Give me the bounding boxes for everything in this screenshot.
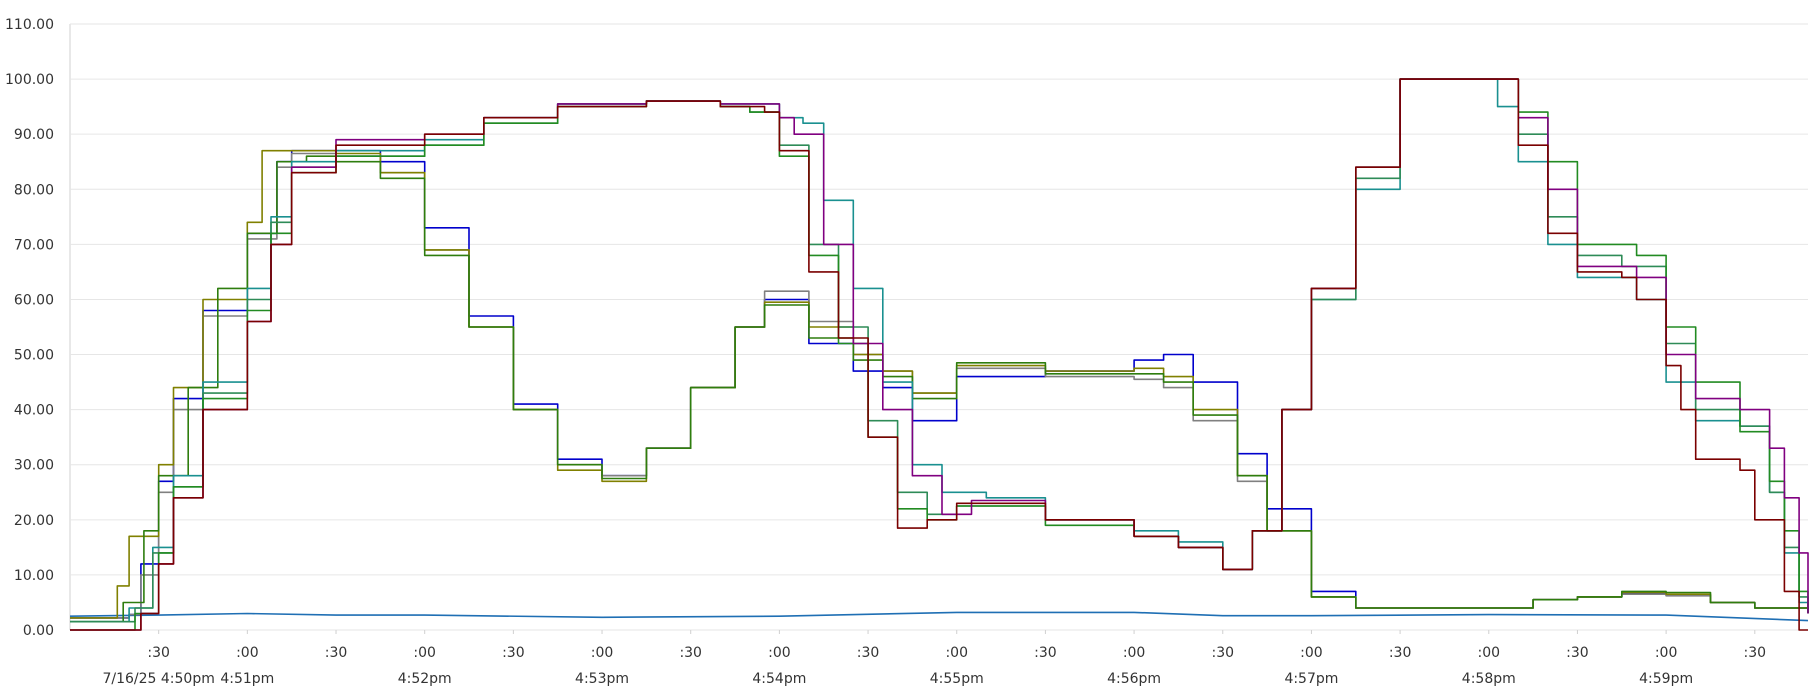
x-tick-label: :00: [768, 645, 791, 661]
x-tick-sublabel: 4:51pm: [220, 671, 274, 687]
y-tick-label: 80.00: [14, 182, 54, 198]
x-tick-label: :00: [236, 645, 259, 661]
x-tick-label: :00: [1655, 645, 1678, 661]
x-tick-label: :30: [1744, 645, 1767, 661]
series-lines: [69, 78, 1809, 631]
x-tick-label: :00: [413, 645, 436, 661]
y-tick-label: 40.00: [14, 403, 54, 419]
x-tick-sublabel: 4:54pm: [752, 671, 806, 687]
series-line-1: [69, 611, 1809, 622]
x-axis-tick-labels: :30 7/16/25 4:50pm :00 4:51pm :30 :00 4:52pm :3…: [102, 630, 1766, 687]
y-axis-tick-labels: 0.00 10.00 20.00 30.00 40.00 50.00 60.00 70.00 8…: [5, 17, 54, 639]
x-tick-label: :30: [1034, 645, 1057, 661]
x-tick-label: :00: [945, 645, 968, 661]
x-tick-label: :30: [147, 645, 170, 661]
x-tick-label: :00: [1123, 645, 1146, 661]
y-tick-label: 30.00: [14, 458, 54, 474]
x-tick-label: :00: [1478, 645, 1501, 661]
x-tick-sublabel: 4:59pm: [1639, 671, 1693, 687]
y-tick-label: 50.00: [14, 348, 54, 364]
x-tick-label: :30: [325, 645, 348, 661]
x-tick-sublabel: 4:55pm: [930, 671, 984, 687]
x-tick-sublabel: 4:53pm: [575, 671, 629, 687]
y-tick-label: 110.00: [5, 17, 54, 33]
x-tick-label: :30: [1566, 645, 1589, 661]
x-tick-label: :00: [1300, 645, 1323, 661]
x-tick-sublabel: 7/16/25 4:50pm: [102, 671, 214, 687]
y-tick-label: 20.00: [14, 513, 54, 529]
x-tick-label: :30: [679, 645, 702, 661]
x-tick-label: :30: [857, 645, 880, 661]
x-tick-label: :30: [1389, 645, 1412, 661]
y-tick-label: 100.00: [5, 72, 54, 88]
x-tick-label: :30: [502, 645, 525, 661]
y-tick-label: 0.00: [23, 623, 54, 639]
y-tick-label: 90.00: [14, 127, 54, 143]
x-tick-label: :00: [591, 645, 614, 661]
y-tick-label: 70.00: [14, 237, 54, 253]
x-tick-sublabel: 4:56pm: [1107, 671, 1161, 687]
x-tick-sublabel: 4:58pm: [1462, 671, 1516, 687]
y-tick-label: 10.00: [14, 568, 54, 584]
x-tick-sublabel: 4:52pm: [398, 671, 452, 687]
y-tick-label: 60.00: [14, 292, 54, 308]
series-line-10: [70, 78, 1808, 631]
x-tick-label: :30: [1211, 645, 1234, 661]
x-tick-sublabel: 4:57pm: [1284, 671, 1338, 687]
